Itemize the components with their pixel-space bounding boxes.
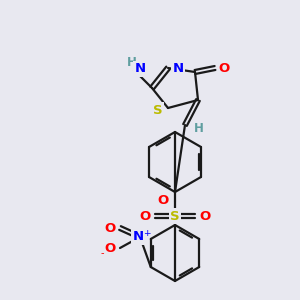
Text: N: N: [132, 230, 144, 244]
Text: H: H: [127, 56, 137, 68]
Text: S: S: [170, 209, 180, 223]
Text: O: O: [218, 61, 230, 74]
Text: H: H: [194, 122, 204, 136]
Text: +: +: [143, 230, 151, 238]
Text: N: N: [172, 61, 184, 74]
Text: O: O: [200, 209, 211, 223]
Text: O: O: [104, 221, 116, 235]
Text: S: S: [153, 103, 163, 116]
Text: O: O: [104, 242, 116, 254]
Text: O: O: [158, 194, 169, 208]
Text: -: -: [100, 248, 104, 258]
Text: O: O: [140, 209, 151, 223]
Text: N: N: [134, 62, 146, 76]
